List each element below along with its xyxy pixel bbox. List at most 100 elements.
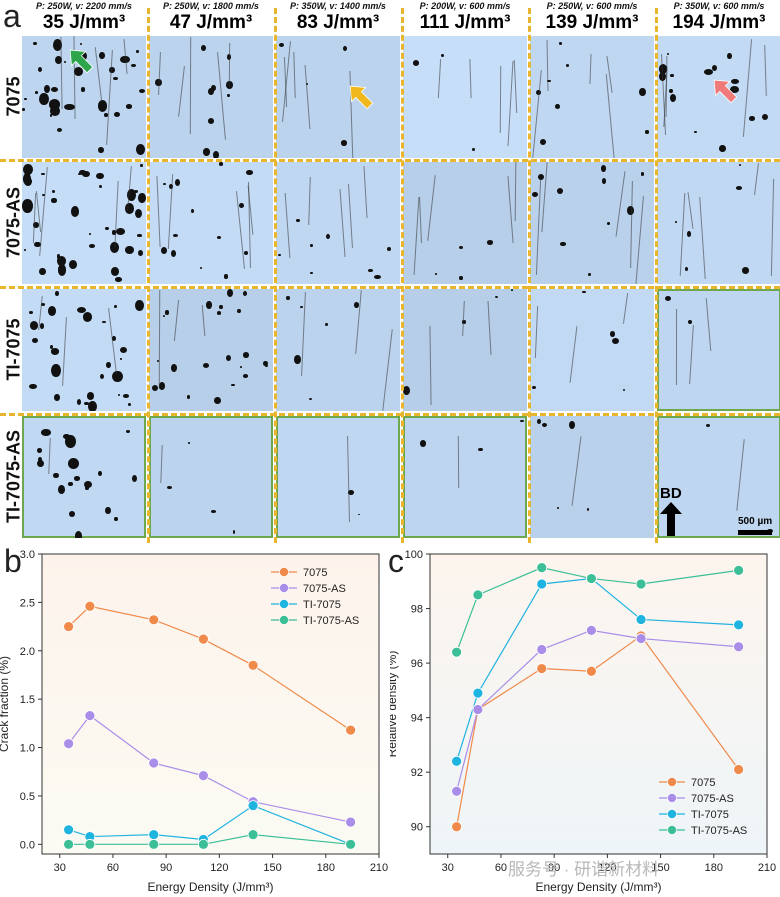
y-tick-label: 100	[405, 549, 423, 561]
micrograph-cell	[530, 289, 654, 411]
pore	[762, 113, 769, 121]
legend-label: 7075	[691, 777, 715, 789]
pore	[265, 364, 268, 367]
data-point	[63, 824, 75, 836]
grid-divider-horizontal	[0, 413, 780, 416]
pore	[138, 192, 146, 204]
pore	[231, 383, 235, 386]
pore	[119, 358, 122, 360]
pore	[213, 150, 220, 158]
pore	[560, 242, 566, 246]
pore	[37, 459, 45, 467]
pore	[325, 234, 330, 240]
pore	[158, 382, 165, 391]
data-point	[247, 829, 259, 841]
pore	[639, 88, 646, 97]
micrograph-cell	[149, 36, 273, 158]
pore	[294, 355, 301, 364]
pore	[640, 172, 644, 176]
pore	[162, 182, 167, 186]
pore	[566, 64, 570, 67]
pore	[403, 385, 411, 395]
pore	[202, 363, 210, 369]
pore	[171, 364, 178, 373]
pore	[299, 306, 303, 309]
micrograph-cell	[22, 162, 146, 284]
data-point	[63, 621, 75, 632]
pore	[612, 338, 619, 345]
pore	[558, 41, 563, 45]
pore	[39, 323, 44, 329]
pore	[113, 76, 119, 81]
legend-label: 7075-AS	[303, 583, 346, 595]
pore	[199, 266, 203, 269]
crack	[487, 301, 492, 356]
micrograph-cell	[530, 162, 654, 284]
pore	[82, 171, 90, 178]
crack	[687, 192, 694, 230]
micrograph-cell	[276, 36, 400, 158]
pore	[735, 186, 743, 191]
pore	[420, 440, 427, 447]
pore	[277, 253, 281, 256]
data-point	[586, 573, 597, 584]
pore	[51, 364, 61, 378]
pore	[114, 112, 120, 117]
pore	[557, 188, 564, 194]
pore	[687, 320, 692, 325]
pore	[37, 67, 42, 73]
series-line	[68, 714, 351, 823]
pore	[82, 312, 93, 323]
pore	[166, 486, 172, 490]
pore	[56, 127, 63, 132]
pore	[224, 274, 228, 279]
pore	[310, 272, 313, 275]
pore	[99, 51, 105, 59]
panel-c-letter: c	[388, 543, 404, 579]
legend-marker	[667, 825, 677, 835]
x-tick-label: 180	[317, 862, 335, 874]
pore	[79, 43, 83, 46]
pore	[645, 130, 650, 134]
crack	[458, 436, 460, 488]
micrograph-cell	[149, 289, 273, 411]
crack	[382, 328, 394, 411]
pore	[435, 273, 438, 276]
pore	[24, 98, 27, 100]
pore	[76, 307, 87, 314]
pore	[56, 255, 67, 266]
pore	[486, 240, 494, 245]
pore	[104, 112, 108, 117]
pore	[729, 86, 739, 94]
crack	[679, 192, 686, 276]
pore	[186, 395, 191, 399]
crack	[736, 439, 745, 512]
pore	[97, 470, 102, 476]
pore	[88, 232, 91, 235]
pore	[86, 392, 94, 400]
pore	[413, 60, 420, 66]
data-point	[451, 646, 463, 658]
yellow-arrow-icon	[349, 85, 374, 110]
crack	[174, 300, 180, 341]
legend-marker	[279, 583, 289, 593]
crack	[569, 326, 577, 383]
green-arrow-icon	[69, 49, 94, 74]
pore	[537, 419, 542, 425]
pore	[110, 241, 119, 253]
pore	[75, 530, 83, 538]
pore	[113, 304, 117, 309]
pore	[557, 507, 560, 510]
pore	[36, 448, 42, 454]
pore	[703, 68, 713, 75]
pore	[37, 456, 42, 462]
pore	[719, 145, 726, 153]
micrograph-cell	[276, 162, 400, 284]
pore	[138, 88, 145, 93]
column-header: P: 250W, v: 2200 mm/s 35 J/mm³	[20, 0, 148, 34]
pore	[124, 203, 134, 214]
crack	[363, 165, 368, 219]
pore	[134, 208, 142, 219]
pore	[68, 482, 73, 486]
data-point	[84, 838, 96, 850]
